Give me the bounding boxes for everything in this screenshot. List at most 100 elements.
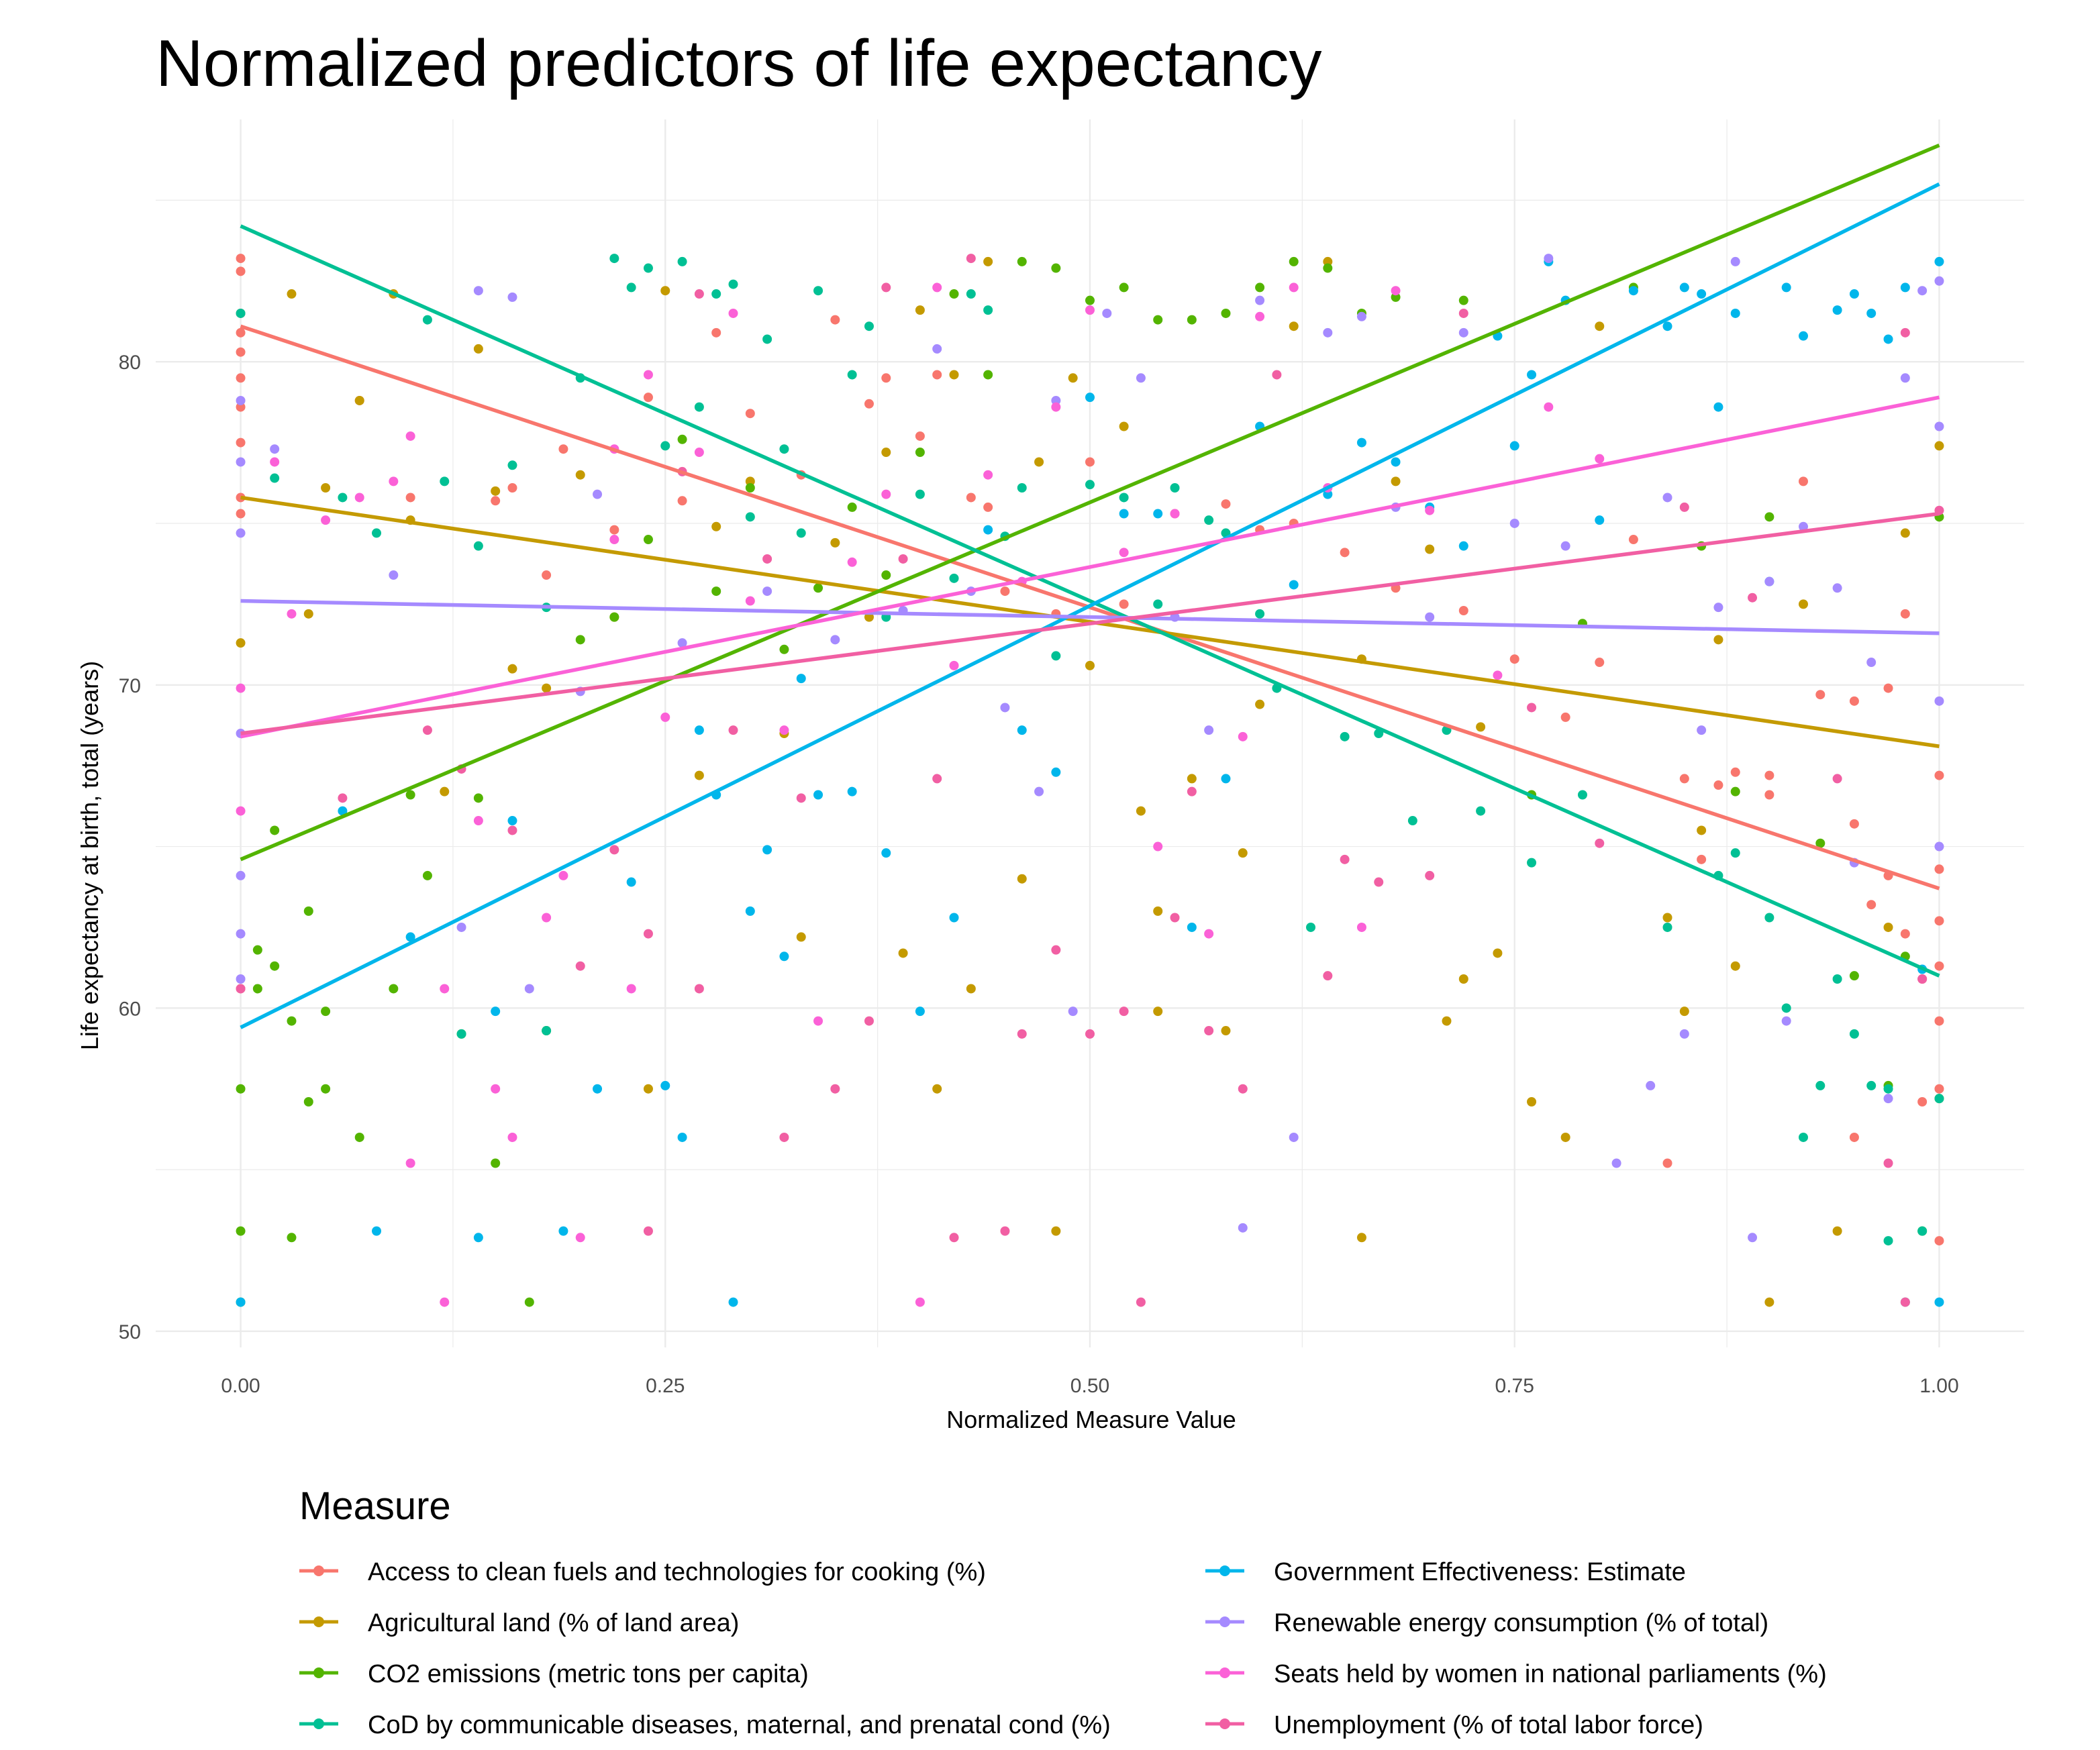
data-point — [915, 431, 925, 441]
data-point — [456, 1029, 466, 1039]
data-point — [270, 473, 280, 483]
data-point — [1221, 499, 1231, 509]
trend-line — [240, 511, 1940, 735]
data-point — [1085, 295, 1095, 305]
data-point — [1000, 703, 1010, 713]
data-point — [864, 321, 874, 331]
data-point — [745, 476, 755, 486]
data-point — [405, 790, 415, 800]
data-point — [1900, 609, 1910, 619]
data-point — [711, 289, 721, 299]
data-point — [847, 786, 857, 796]
data-point — [1798, 476, 1808, 486]
data-point — [1153, 509, 1163, 519]
data-point — [1934, 441, 1944, 451]
data-point — [507, 816, 517, 826]
data-point — [796, 932, 806, 942]
data-point — [1764, 770, 1774, 780]
data-point — [1934, 864, 1944, 874]
data-point — [321, 1007, 331, 1017]
legend-label: Seats held by women in national parliame… — [1274, 1660, 1827, 1688]
data-point — [1798, 1132, 1808, 1142]
data-point — [1204, 515, 1214, 525]
trend-line — [240, 224, 1940, 978]
data-point — [1917, 286, 1928, 296]
data-point — [1662, 1158, 1672, 1168]
data-point — [830, 537, 840, 548]
data-point — [1934, 770, 1944, 780]
legend-label: CoD by communicable diseases, maternal, … — [368, 1711, 1111, 1739]
data-point — [677, 256, 687, 266]
data-point — [236, 1084, 246, 1094]
data-point — [1170, 913, 1180, 923]
legend-key-point — [1219, 1616, 1230, 1627]
data-point — [236, 457, 246, 467]
data-point — [1493, 670, 1503, 680]
legend-label: Government Effectiveness: Estimate — [1274, 1558, 1686, 1586]
data-point — [1458, 295, 1468, 305]
data-point — [796, 528, 806, 538]
data-point — [677, 496, 687, 506]
data-point — [932, 774, 942, 784]
data-point — [1153, 599, 1163, 609]
data-point — [881, 373, 891, 383]
data-point — [1866, 900, 1877, 910]
data-point — [1136, 373, 1146, 383]
data-point — [1934, 256, 1944, 266]
data-point — [1323, 256, 1333, 266]
data-point — [1136, 1297, 1146, 1307]
data-point — [1883, 1084, 1893, 1094]
data-point — [1238, 848, 1248, 858]
data-point — [898, 948, 908, 958]
data-point — [1560, 712, 1570, 722]
data-point — [287, 609, 297, 619]
data-point — [1119, 1007, 1129, 1017]
data-point — [1611, 1158, 1621, 1168]
data-point — [694, 289, 704, 299]
data-point — [1051, 945, 1061, 955]
data-point — [1272, 370, 1282, 380]
data-point — [881, 848, 891, 858]
data-point — [270, 961, 280, 971]
data-point — [694, 402, 704, 412]
data-point — [1764, 790, 1774, 800]
data-point — [1900, 282, 1910, 293]
trend-line — [240, 395, 1940, 739]
data-point — [236, 683, 246, 693]
data-point — [1730, 767, 1740, 777]
data-point — [626, 282, 636, 293]
data-point — [694, 725, 704, 735]
data-point — [1017, 874, 1027, 884]
data-point — [1560, 541, 1570, 551]
data-point — [1577, 790, 1587, 800]
data-point — [1085, 660, 1095, 670]
data-point — [983, 525, 993, 535]
data-point — [593, 1084, 603, 1094]
data-point — [1391, 286, 1401, 296]
x-axis-title: Normalized Measure Value — [946, 1406, 1236, 1433]
data-point — [593, 489, 603, 499]
data-point — [932, 344, 942, 354]
data-point — [236, 373, 246, 383]
data-point — [236, 347, 246, 357]
data-point — [1900, 373, 1910, 383]
data-point — [575, 635, 585, 645]
data-point — [1425, 870, 1435, 880]
data-point — [966, 493, 976, 503]
data-point — [1628, 535, 1638, 545]
data-point — [1798, 521, 1808, 531]
data-point — [1883, 683, 1893, 693]
data-point — [813, 1016, 823, 1026]
data-point — [270, 457, 280, 467]
data-point — [354, 395, 364, 405]
data-point — [1238, 1084, 1248, 1094]
data-point — [1051, 651, 1061, 661]
data-point — [1849, 696, 1859, 706]
data-point — [1679, 1007, 1689, 1017]
data-point — [422, 315, 432, 325]
data-point — [236, 438, 246, 448]
data-point — [338, 793, 348, 803]
data-point — [762, 586, 772, 597]
data-point — [252, 984, 262, 994]
